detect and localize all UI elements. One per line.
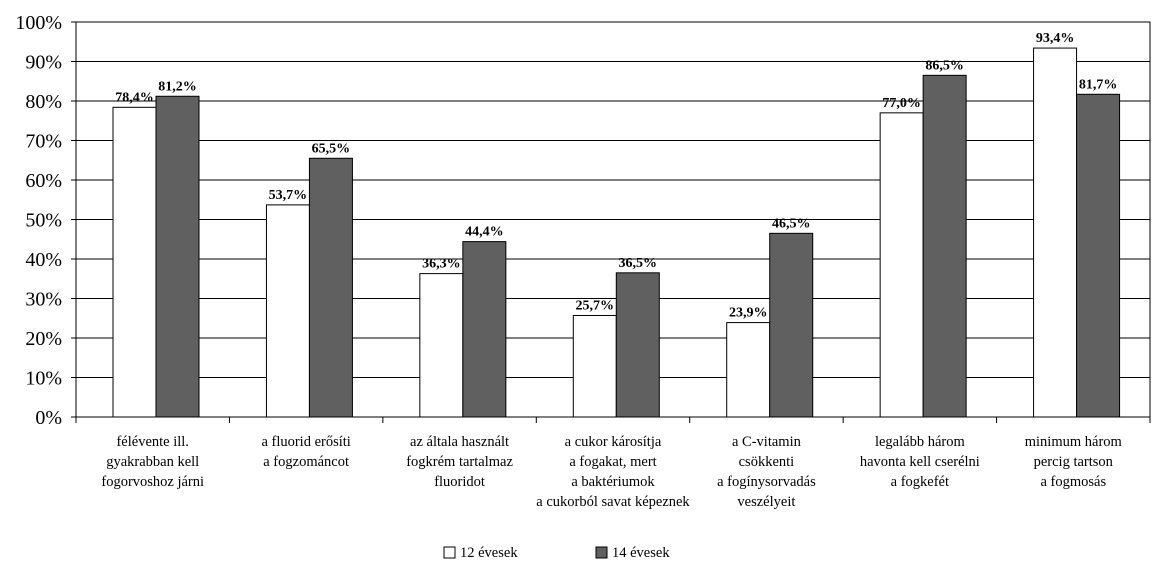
legend: 12 évesek 14 évesek xyxy=(443,545,670,561)
legend-label-12-evesek: 12 évesek xyxy=(460,545,518,561)
bar-series-1-cat-4 xyxy=(572,314,617,418)
category-label: félévente ill. xyxy=(116,434,188,450)
category-label: veszélyeit xyxy=(737,494,795,510)
bar-series-2-cat-4 xyxy=(615,272,660,418)
data-label: 81,7% xyxy=(1079,77,1118,92)
category-labels: félévente ill. gyakrabban kell fogorvoshoz… xyxy=(101,434,1122,510)
y-tick-label: 80% xyxy=(25,91,62,113)
bar-series-1-cat-5 xyxy=(726,322,771,418)
bar-series-1-cat-7 xyxy=(1033,47,1078,418)
category-label: a fogkefét xyxy=(891,474,949,490)
data-label: 81,2% xyxy=(158,79,197,94)
data-label: 46,5% xyxy=(772,216,811,231)
bar-series-1-cat-1 xyxy=(112,106,157,418)
y-tick-label: 10% xyxy=(25,368,62,390)
bar-series-2-cat-1 xyxy=(155,95,200,418)
bar-series-1-cat-2 xyxy=(265,204,310,418)
category-label: percig tartson xyxy=(1034,454,1114,470)
y-tick-label: 40% xyxy=(25,249,62,271)
category-label: a fogmosás xyxy=(1040,474,1106,490)
y-tick-label: 0% xyxy=(35,407,62,429)
data-label: 77,0% xyxy=(882,96,921,111)
legend-swatch-14-evesek xyxy=(595,546,608,559)
category-label: fogorvoshoz járni xyxy=(101,474,204,490)
data-label: 93,4% xyxy=(1036,31,1075,46)
category-label: a fogakat, mert xyxy=(569,454,656,470)
category-label: az általa használt xyxy=(410,434,509,450)
bar-series-1-cat-3 xyxy=(419,273,464,418)
y-tick-label: 100% xyxy=(15,12,62,34)
data-label: 44,4% xyxy=(465,225,504,240)
category-label: fogkrém tartalmaz xyxy=(406,454,513,470)
bar-series-2-cat-5 xyxy=(769,232,814,418)
data-label: 53,7% xyxy=(269,188,308,203)
category-label: a fogínysorvadás xyxy=(717,474,816,490)
bar-series-2-cat-3 xyxy=(462,241,507,418)
data-labels: 78,4% 53,7% 36,3% 25,7% 23,9% 77,0% 93,4% 81,2%… xyxy=(115,31,1117,321)
bars-layer xyxy=(112,47,1121,418)
category-label: csökkenti xyxy=(739,454,795,470)
category-label: a fogzománcot xyxy=(263,454,349,470)
data-label: 86,5% xyxy=(925,58,964,73)
category-label: havonta kell cserélni xyxy=(860,454,980,470)
data-label: 36,3% xyxy=(422,257,461,272)
data-label: 25,7% xyxy=(576,298,615,313)
bar-series-2-cat-2 xyxy=(308,157,353,418)
y-tick-label: 90% xyxy=(25,52,62,74)
category-label: a C-vitamin xyxy=(732,434,802,450)
legend-label-14-evesek: 14 évesek xyxy=(612,545,670,561)
y-tick-label: 70% xyxy=(25,131,62,153)
bar-series-2-cat-6 xyxy=(922,74,967,418)
y-tick-label: 50% xyxy=(25,210,62,232)
category-label: a cukorból savat képeznek xyxy=(536,494,690,510)
legend-swatch-12-evesek xyxy=(443,546,456,559)
category-label: a cukor károsítja xyxy=(565,434,662,450)
y-tick-label: 60% xyxy=(25,170,62,192)
data-label: 65,5% xyxy=(312,141,351,156)
bar-series-2-cat-7 xyxy=(1076,93,1121,418)
category-label: a fluorid erősíti xyxy=(261,434,350,450)
category-label: fluoridot xyxy=(434,474,485,490)
y-tick-label: 30% xyxy=(25,289,62,311)
data-label: 36,5% xyxy=(619,256,658,271)
y-tick-label: 20% xyxy=(25,328,62,350)
category-label: gyakrabban kell xyxy=(106,454,199,470)
category-label: legalább három xyxy=(875,434,966,450)
data-label: 23,9% xyxy=(729,306,768,321)
data-label: 78,4% xyxy=(115,90,154,105)
category-label: a baktériumok xyxy=(571,474,655,490)
category-label: minimum három xyxy=(1025,434,1123,450)
y-axis-ticks: 0% 10% 20% 30% 40% 50% 60% 70% 80% 90% 100% xyxy=(15,12,76,429)
bar-series-1-cat-6 xyxy=(879,112,924,418)
